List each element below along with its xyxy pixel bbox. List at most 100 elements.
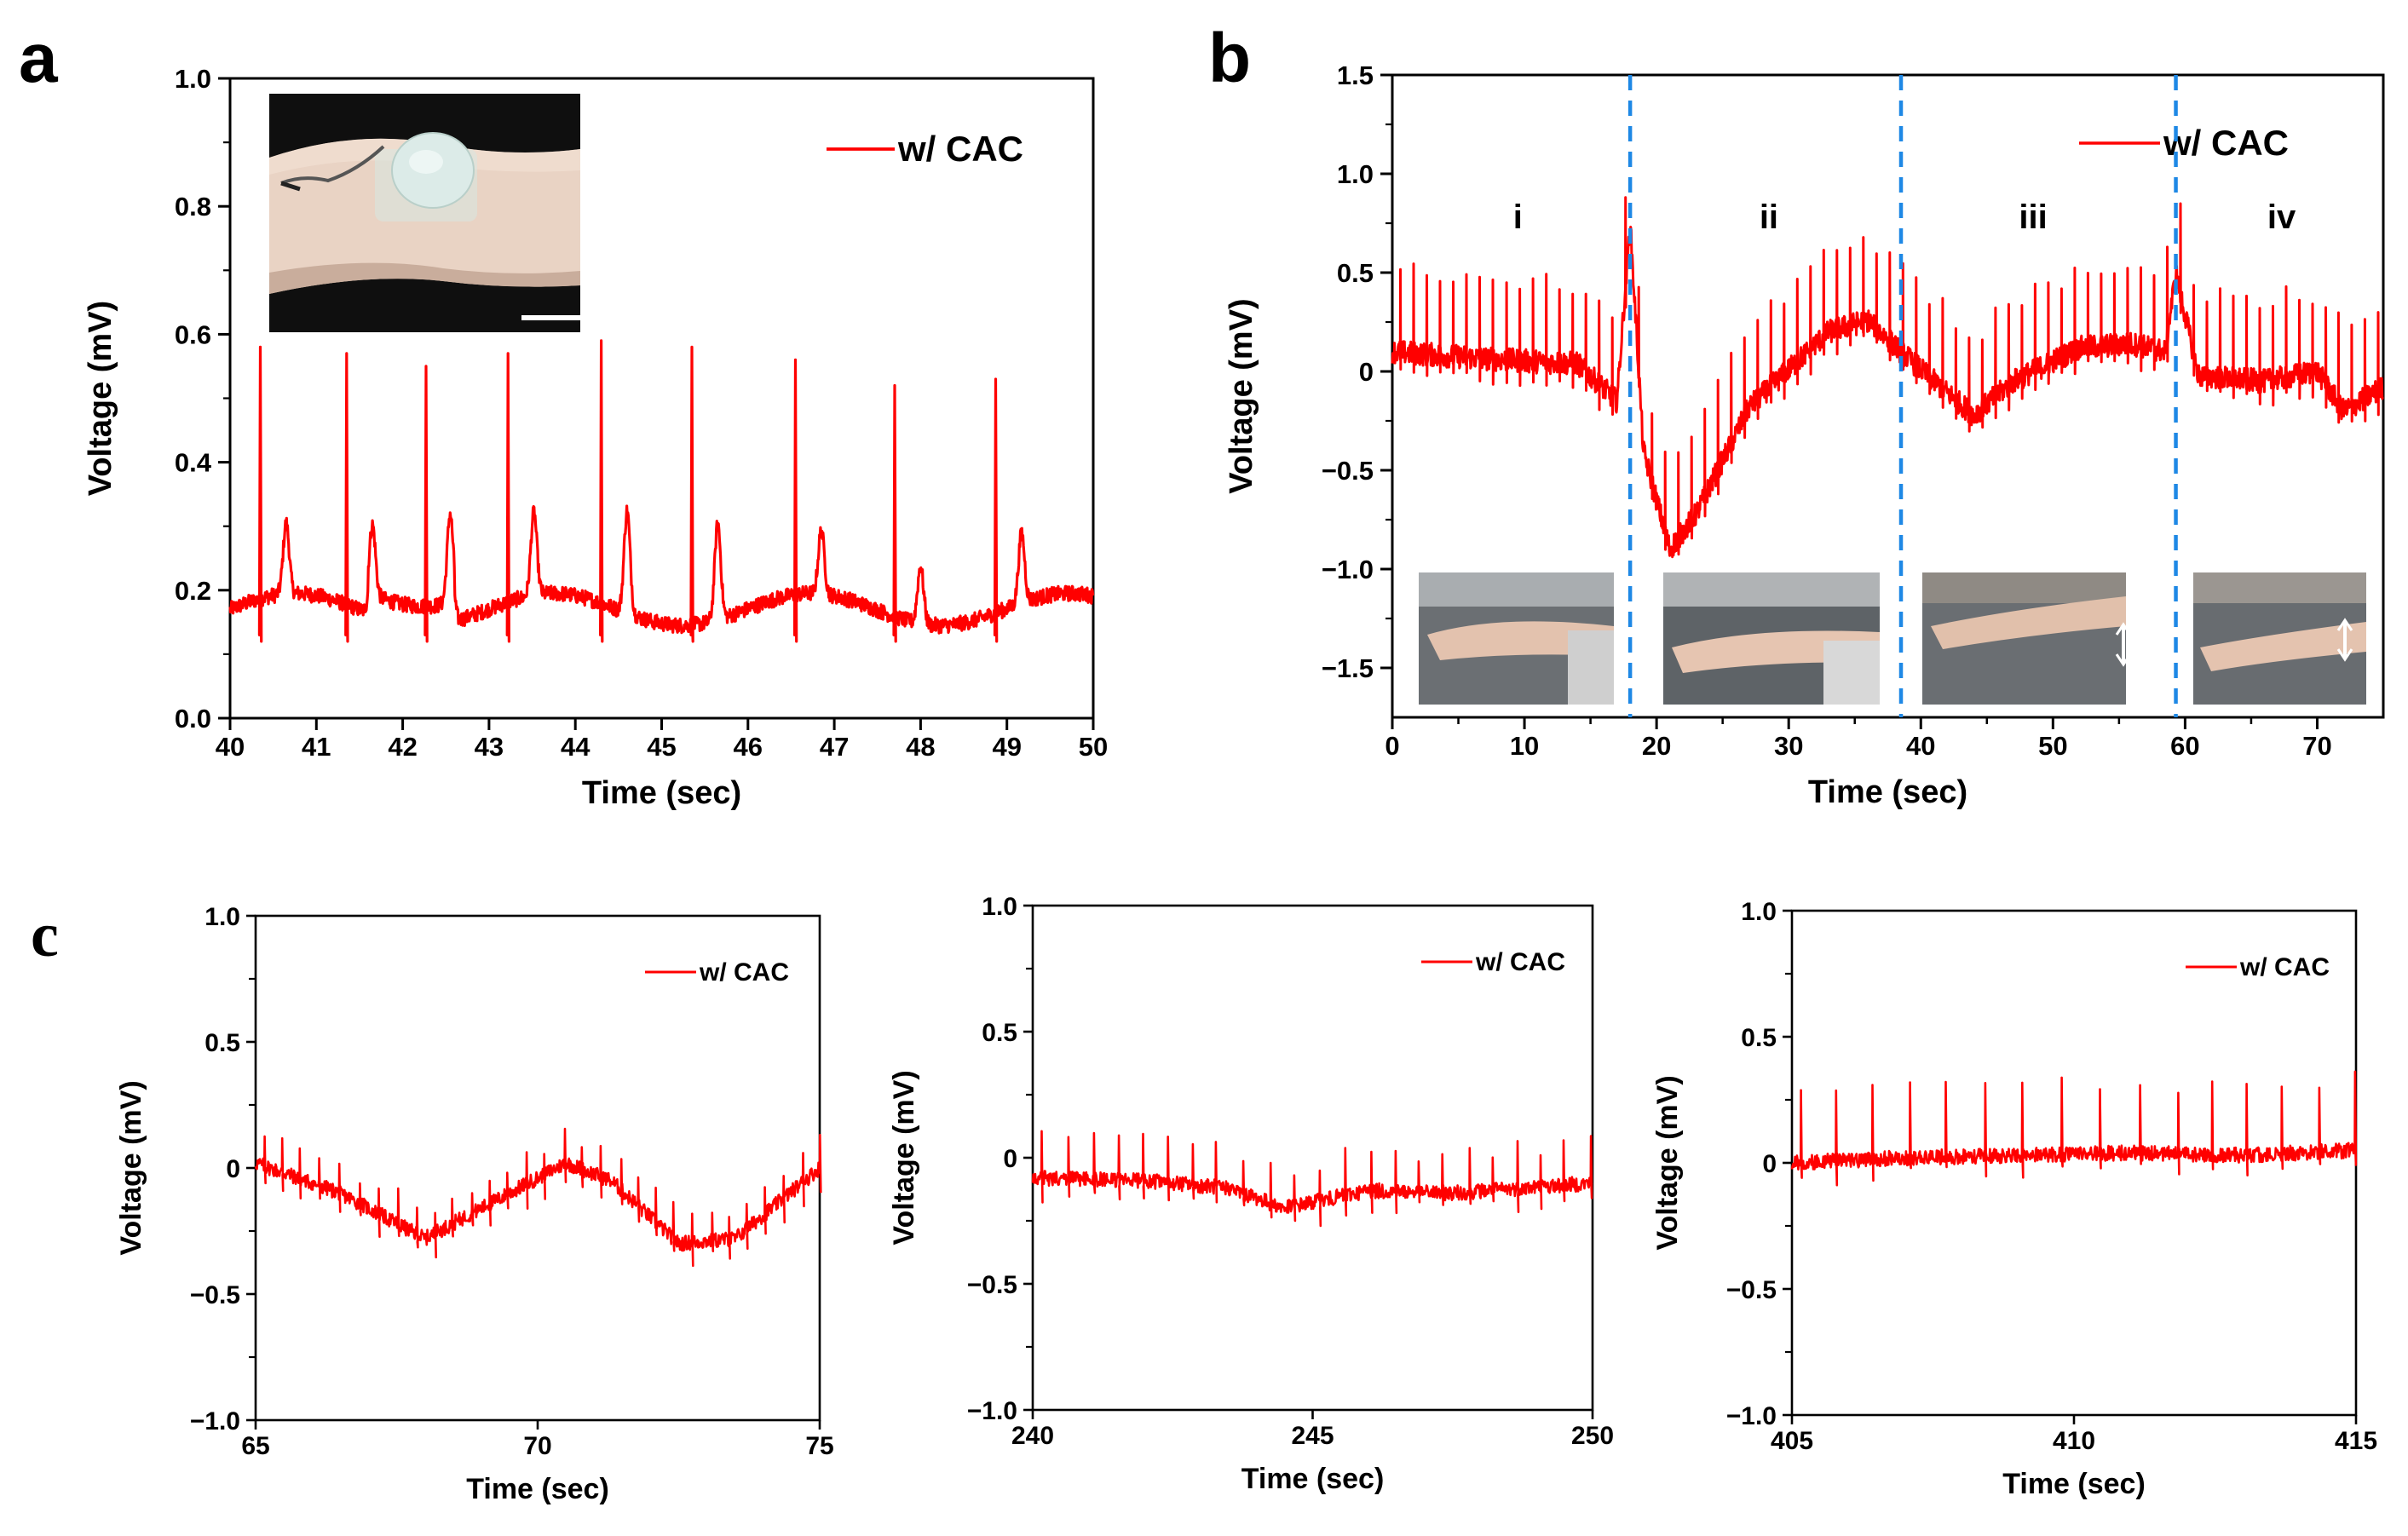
y-tick-label: 0 bbox=[1359, 357, 1374, 387]
x-tick-label: 70 bbox=[2302, 731, 2331, 761]
y-tick-label: 0.5 bbox=[982, 1019, 1017, 1047]
y-axis-label: Voltage (mV) bbox=[115, 1080, 147, 1255]
panel-letter-b: b bbox=[1208, 20, 1251, 97]
panel-letter-c: c bbox=[31, 900, 59, 970]
x-axis-label: Time (sec) bbox=[2002, 1468, 2146, 1500]
y-tick-label: 0.6 bbox=[175, 319, 211, 349]
x-tick-label: 240 bbox=[1011, 1422, 1054, 1450]
y-tick-label: 0.5 bbox=[1741, 1024, 1777, 1052]
x-tick-label: 0 bbox=[1385, 731, 1399, 761]
chart-panel-b: 0 10 20 30 40 50 60 70 −1.5 −1.0 −0.5 0 0.5 1.0 1.5 Tim… bbox=[1224, 60, 2385, 810]
x-tick-label: 415 bbox=[2335, 1427, 2377, 1455]
phase-label: iv bbox=[2267, 198, 2296, 236]
series-line-w-cac bbox=[228, 339, 1095, 643]
x-tick-label: 41 bbox=[302, 732, 331, 762]
x-axis-label: Time (sec) bbox=[582, 775, 741, 811]
y-tick-label: −1.0 bbox=[967, 1397, 1017, 1425]
x-tick-label: 40 bbox=[216, 732, 245, 762]
legend-label: w/ CAC bbox=[897, 129, 1023, 169]
chart-panel-a: 40 41 42 43 44 45 46 47 48 49 50 0.0 0.2 0.4 0.6 0.8 1.0… bbox=[83, 64, 1108, 811]
inset-photo-phase-iv bbox=[2193, 572, 2366, 705]
chart-panel-c2: 240 245 250 −1.0 −0.5 0 0.5 1.0 Time (sec) Voltag… bbox=[888, 893, 1614, 1495]
inset-photo-phase-i bbox=[1419, 572, 1614, 705]
legend: w/ CAC bbox=[2186, 953, 2330, 981]
phase-label: i bbox=[1513, 198, 1523, 236]
phase-label: iii bbox=[2019, 198, 2047, 236]
y-tick-label: −1.5 bbox=[1322, 653, 1374, 683]
y-axis-label: Voltage (mV) bbox=[1651, 1075, 1684, 1250]
x-tick-label: 44 bbox=[561, 732, 590, 762]
chart-panel-c1: 65 70 75 −1.0 −0.5 0 0.5 1.0 Time (sec) Voltage (… bbox=[115, 903, 834, 1505]
series-line-w-cac bbox=[1790, 1070, 2358, 1187]
y-tick-label: 0 bbox=[226, 1155, 240, 1183]
x-tick-label: 50 bbox=[2038, 731, 2067, 761]
x-tick-label: 75 bbox=[805, 1432, 833, 1460]
y-tick-label: 0.8 bbox=[175, 192, 211, 221]
x-tick-label: 10 bbox=[1510, 731, 1539, 761]
y-tick-label: 0.5 bbox=[205, 1029, 240, 1057]
y-tick-label: −1.0 bbox=[1322, 555, 1374, 584]
y-tick-label: 0 bbox=[1762, 1150, 1777, 1178]
x-axis-label: Time (sec) bbox=[466, 1473, 609, 1505]
x-tick-label: 60 bbox=[2170, 731, 2199, 761]
plot-frame bbox=[1031, 904, 1594, 1412]
x-tick-label: 42 bbox=[388, 732, 417, 762]
x-tick-label: 46 bbox=[734, 732, 763, 762]
x-tick-label: 49 bbox=[992, 732, 1021, 762]
x-tick-label: 70 bbox=[523, 1432, 551, 1460]
y-tick-label: −0.5 bbox=[967, 1271, 1017, 1299]
legend: w/ CAC bbox=[2079, 123, 2289, 163]
x-tick-label: 20 bbox=[1642, 731, 1671, 761]
y-tick-label: −0.5 bbox=[190, 1281, 240, 1309]
legend: w/ CAC bbox=[1421, 948, 1565, 976]
x-tick-label: 47 bbox=[820, 732, 849, 762]
y-tick-label: 1.0 bbox=[1741, 898, 1777, 926]
x-tick-label: 245 bbox=[1291, 1422, 1334, 1450]
x-tick-label: 40 bbox=[1906, 731, 1935, 761]
y-axis-label: Voltage (mV) bbox=[83, 301, 118, 496]
inset-photo-phase-ii bbox=[1663, 572, 1880, 705]
y-tick-label: 0.4 bbox=[175, 448, 212, 478]
x-tick-label: 65 bbox=[241, 1432, 269, 1460]
series-line-w-cac bbox=[1031, 1130, 1593, 1228]
x-tick-label: 250 bbox=[1571, 1422, 1614, 1450]
x-tick-label: 405 bbox=[1771, 1427, 1813, 1455]
series-line-w-cac bbox=[254, 1127, 822, 1267]
x-tick-label: 43 bbox=[475, 732, 504, 762]
y-tick-label: −1.0 bbox=[190, 1407, 240, 1435]
x-tick-label: 50 bbox=[1079, 732, 1108, 762]
y-tick-label: 1.0 bbox=[1337, 159, 1374, 189]
y-tick-label: 1.5 bbox=[1337, 60, 1374, 90]
legend: w/ CAC bbox=[827, 129, 1023, 169]
y-tick-label: −0.5 bbox=[1322, 456, 1374, 486]
x-tick-label: 410 bbox=[2053, 1427, 2095, 1455]
legend: w/ CAC bbox=[645, 958, 789, 987]
legend-label: w/ CAC bbox=[2239, 953, 2330, 981]
legend-label: w/ CAC bbox=[1475, 948, 1565, 976]
x-tick-label: 48 bbox=[906, 732, 935, 762]
x-tick-label: 30 bbox=[1774, 731, 1803, 761]
x-tick-label: 45 bbox=[647, 732, 676, 762]
legend-label: w/ CAC bbox=[2163, 123, 2289, 163]
inset-photo-phase-iii bbox=[1922, 572, 2132, 705]
phase-label: ii bbox=[1760, 198, 1778, 236]
panel-letter-a: a bbox=[19, 20, 59, 97]
y-tick-label: 1.0 bbox=[205, 903, 240, 931]
y-tick-label: 1.0 bbox=[982, 893, 1017, 921]
y-tick-label: 0.5 bbox=[1337, 258, 1374, 288]
y-tick-label: 0 bbox=[1003, 1145, 1017, 1173]
y-tick-label: 0.0 bbox=[175, 704, 211, 733]
y-axis-label: Voltage (mV) bbox=[888, 1070, 920, 1245]
y-axis-label: Voltage (mV) bbox=[1224, 298, 1259, 493]
chart-panel-c3: 405 410 415 −1.0 −0.5 0 0.5 1.0 Time (sec) Voltag… bbox=[1651, 898, 2377, 1500]
inset-photo-wrist-sensor bbox=[269, 94, 581, 332]
x-axis-label: Time (sec) bbox=[1808, 774, 1967, 810]
x-axis-label: Time (sec) bbox=[1241, 1463, 1385, 1495]
y-tick-label: −0.5 bbox=[1726, 1276, 1777, 1304]
series-line-w-cac bbox=[1391, 196, 2384, 559]
y-tick-label: −1.0 bbox=[1726, 1402, 1777, 1430]
y-tick-label: 0.2 bbox=[175, 576, 211, 606]
legend-label: w/ CAC bbox=[699, 958, 789, 987]
y-tick-label: 1.0 bbox=[175, 64, 211, 94]
